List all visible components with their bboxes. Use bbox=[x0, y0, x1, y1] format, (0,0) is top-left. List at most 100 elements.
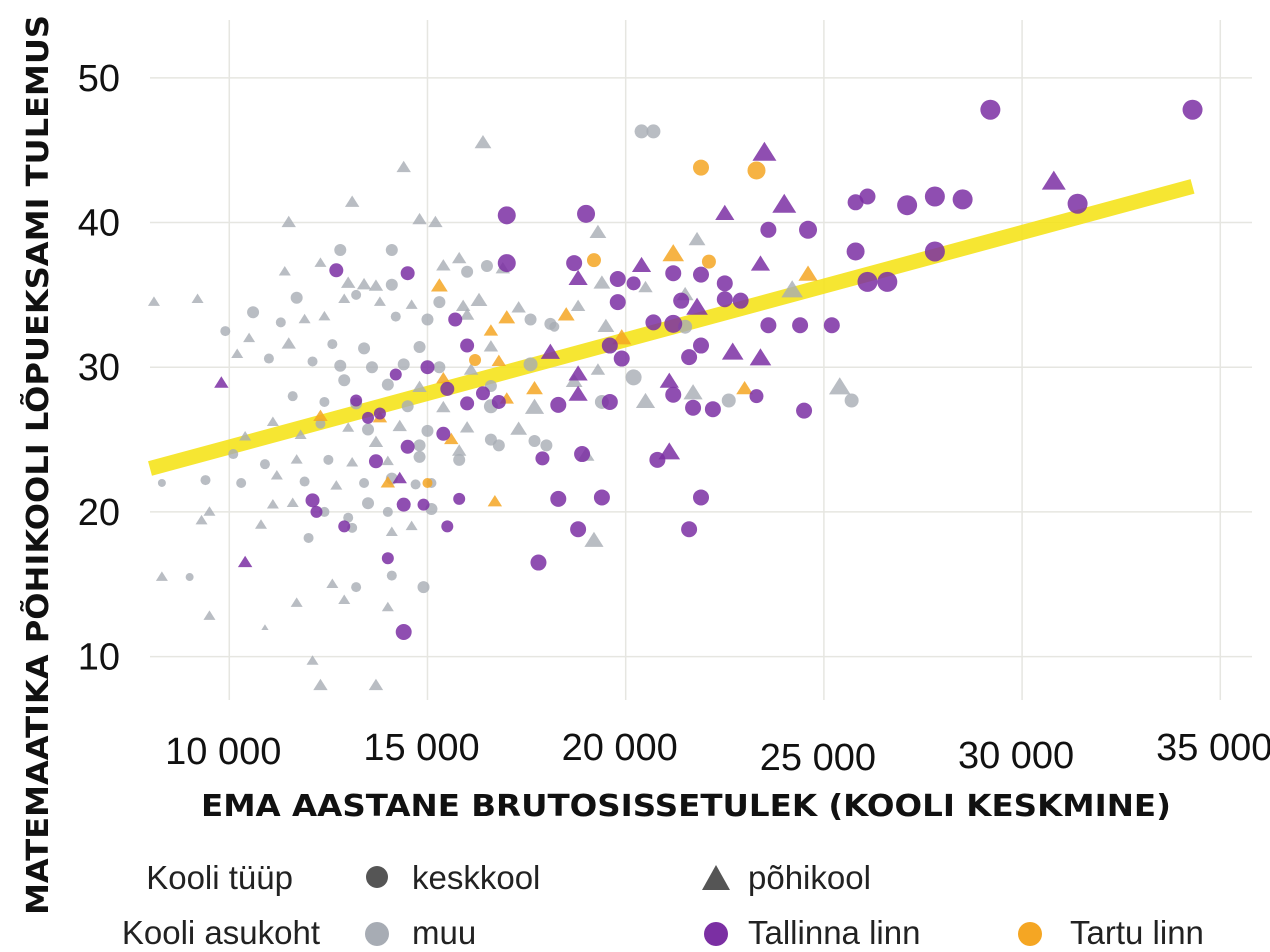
point-tallinn-keskkool bbox=[609, 270, 626, 287]
y-tick-label: 40 bbox=[78, 203, 120, 245]
point-tallinn-keskkool bbox=[338, 520, 351, 533]
point-muu-pohikool bbox=[428, 215, 443, 228]
point-tallinn-pohikool bbox=[772, 193, 797, 213]
point-tallinn-keskkool bbox=[362, 411, 375, 424]
legend-tallinn-marker bbox=[704, 922, 728, 946]
point-tallinn-pohikool bbox=[568, 385, 588, 401]
point-muu-keskkool bbox=[247, 306, 260, 319]
point-muu-keskkool bbox=[220, 326, 231, 337]
point-muu-pohikool bbox=[483, 340, 499, 352]
point-tallinn-keskkool bbox=[846, 242, 865, 261]
point-muu-pohikool bbox=[688, 231, 706, 246]
point-tallinn-pohikool bbox=[715, 204, 735, 220]
point-tallinn-pohikool bbox=[540, 343, 560, 359]
point-muu-keskkool bbox=[236, 477, 247, 488]
point-muu-keskkool bbox=[365, 361, 378, 374]
point-muu-pohikool bbox=[584, 531, 604, 547]
point-muu-pohikool bbox=[231, 348, 244, 359]
point-tartu-keskkool bbox=[701, 254, 716, 269]
point-tallinn-keskkool bbox=[823, 317, 840, 334]
point-muu-keskkool bbox=[185, 573, 194, 582]
point-muu-pohikool bbox=[381, 601, 394, 612]
point-muu-keskkool bbox=[413, 439, 426, 452]
point-tallinn-keskkool bbox=[673, 292, 690, 309]
point-muu-pohikool bbox=[405, 299, 418, 309]
point-tallinn-keskkool bbox=[373, 407, 386, 420]
point-muu-pohikool bbox=[368, 435, 384, 448]
point-muu-keskkool bbox=[385, 244, 398, 257]
point-tallinn-pohikool bbox=[214, 376, 229, 388]
point-muu-pohikool bbox=[147, 296, 160, 306]
legend-pohikool-label: põhikool bbox=[748, 859, 871, 896]
point-muu-keskkool bbox=[157, 478, 166, 487]
point-muu-pohikool bbox=[266, 416, 279, 427]
point-muu-pohikool bbox=[570, 299, 586, 312]
y-tick-label: 50 bbox=[78, 58, 120, 100]
point-muu-pohikool bbox=[342, 422, 355, 432]
x-tick-label: 30 000 bbox=[958, 735, 1074, 777]
point-tallinn-keskkool bbox=[665, 265, 682, 282]
point-tallinn-keskkool bbox=[760, 317, 777, 334]
point-muu-keskkool bbox=[381, 378, 394, 391]
point-tallinn-keskkool bbox=[716, 291, 733, 308]
point-muu-keskkool bbox=[480, 259, 493, 272]
point-tallinn-pohikool bbox=[721, 342, 744, 360]
point-muu-pohikool bbox=[459, 308, 475, 320]
point-tallinn-keskkool bbox=[645, 314, 662, 331]
point-muu-keskkool bbox=[362, 423, 375, 436]
point-muu-pohikool bbox=[436, 400, 451, 413]
point-muu-pohikool bbox=[313, 678, 328, 691]
point-muu-pohikool bbox=[306, 655, 319, 665]
point-muu-keskkool bbox=[323, 454, 334, 465]
point-tallinn-pohikool bbox=[686, 297, 708, 315]
point-muu-pohikool bbox=[286, 497, 299, 508]
point-tallinn-keskkool bbox=[329, 263, 344, 278]
point-muu-pohikool bbox=[341, 276, 356, 288]
point-muu-pohikool bbox=[344, 195, 360, 207]
point-tartu-pohikool bbox=[498, 310, 516, 324]
point-muu-keskkool bbox=[334, 359, 347, 372]
point-muu-pohikool bbox=[346, 457, 359, 467]
point-tallinn-keskkool bbox=[704, 401, 721, 418]
x-axis-title: EMA AASTANE BRUTOSISSETULEK (KOOLI KESKM… bbox=[201, 789, 1171, 824]
point-muu-pohikool bbox=[451, 444, 467, 456]
point-tartu-pohikool bbox=[483, 324, 499, 336]
point-tallinn-keskkool bbox=[453, 492, 466, 505]
point-muu-keskkool bbox=[625, 369, 642, 386]
legend-tartu-marker bbox=[1018, 922, 1042, 946]
legend-location-title: Kooli asukoht bbox=[122, 914, 320, 951]
point-muu-keskkool bbox=[351, 289, 362, 300]
point-tallinn-keskkool bbox=[400, 439, 415, 454]
point-tartu-pohikool bbox=[557, 307, 575, 321]
point-muu-pohikool bbox=[290, 454, 303, 464]
point-muu-keskkool bbox=[303, 532, 314, 543]
point-muu-pohikool bbox=[590, 363, 606, 375]
point-tallinn-pohikool bbox=[750, 255, 771, 271]
x-tick-label: 20 000 bbox=[562, 727, 678, 769]
legend-pohikool-marker bbox=[702, 865, 730, 890]
point-tallinn-keskkool bbox=[550, 396, 567, 413]
point-tallinn-keskkool bbox=[1182, 99, 1203, 120]
point-muu-keskkool bbox=[228, 449, 239, 460]
point-muu-keskkool bbox=[362, 497, 375, 510]
point-tallinn-keskkool bbox=[664, 314, 683, 333]
point-tallinn-keskkool bbox=[897, 195, 918, 216]
legend: Kooli tüüp keskkool põhikool Kooli asuko… bbox=[122, 859, 1204, 951]
point-muu-pohikool bbox=[330, 480, 343, 490]
point-muu-pohikool bbox=[593, 275, 611, 289]
point-tartu-keskkool bbox=[693, 159, 709, 176]
point-tallinn-keskkool bbox=[681, 521, 698, 538]
point-tartu-pohikool bbox=[491, 354, 507, 367]
point-muu-keskkool bbox=[523, 357, 538, 372]
point-muu-pohikool bbox=[270, 470, 283, 480]
point-muu-pohikool bbox=[396, 160, 411, 173]
point-tartu-pohikool bbox=[736, 380, 754, 395]
y-tick-label: 20 bbox=[78, 492, 120, 534]
point-tartu-keskkool bbox=[469, 354, 482, 366]
point-tallinn-keskkool bbox=[799, 220, 818, 239]
point-tallinn-keskkool bbox=[417, 498, 430, 511]
point-muu-pohikool bbox=[436, 259, 451, 271]
point-muu-keskkool bbox=[433, 361, 446, 374]
point-tallinn-keskkool bbox=[601, 337, 618, 354]
point-muu-pohikool bbox=[385, 526, 398, 536]
